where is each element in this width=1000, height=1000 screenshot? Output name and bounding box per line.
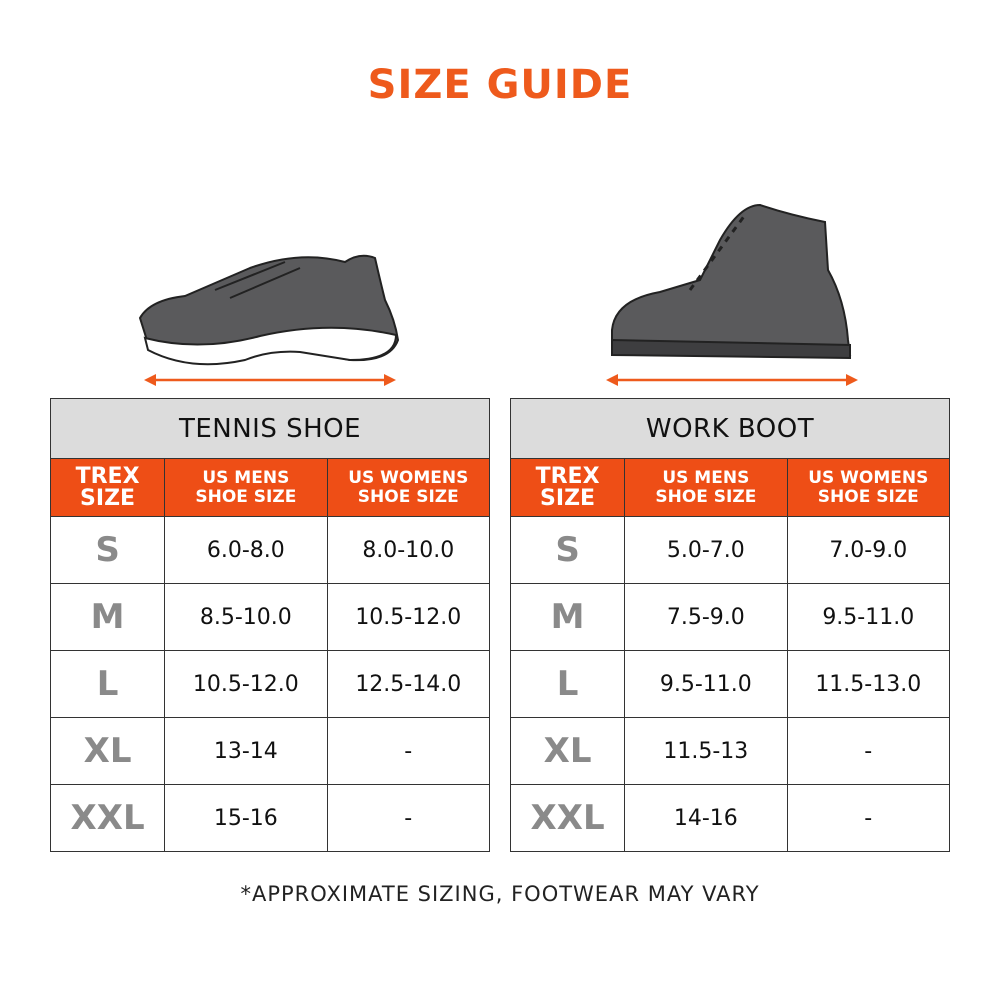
shoe-size: 5.0-7.0	[624, 516, 788, 584]
column-header: US WOMENS SHOE SIZE	[326, 458, 491, 517]
trex-size: L	[49, 650, 166, 718]
column-header: US WOMENS SHOE SIZE	[786, 458, 951, 517]
work-boot	[611, 203, 852, 360]
shoe-size: 11.5-13.0	[786, 650, 951, 718]
size-row: S 6.0-8.0 8.0-10.0	[49, 516, 491, 584]
header-line: US MENS	[202, 467, 290, 488]
shoe-size: -	[786, 717, 951, 785]
header-line: SIZE	[540, 485, 596, 511]
trex-size: M	[49, 583, 166, 651]
shoe-size: 7.5-9.0	[624, 583, 788, 651]
trex-size: XL	[509, 717, 626, 785]
column-header: TREX SIZE	[509, 458, 626, 517]
shoe-size: 9.5-11.0	[786, 583, 951, 651]
table-name: TENNIS SHOE	[50, 398, 490, 459]
header-row: TREX SIZE US MENS SHOE SIZE US WOMENS SHOE SI…	[509, 458, 951, 517]
shoe-size: 8.0-10.0	[326, 516, 491, 584]
size-table: TENNIS SHOE TREX SIZE US MENS SHOE SIZE US WO…	[49, 398, 491, 852]
shoe-size: 6.0-8.0	[164, 516, 328, 584]
header-line: TREX	[75, 463, 140, 489]
illustrations	[138, 203, 858, 386]
size-row: XL 13-14-	[49, 717, 491, 785]
header-line: SHOE SIZE	[655, 486, 757, 507]
shoe-size: 14-16	[624, 784, 788, 852]
trex-size: S	[509, 516, 626, 584]
trex-size: XXL	[49, 784, 166, 852]
header-line: SHOE SIZE	[195, 486, 297, 507]
size-row: S 5.0-7.0 7.0-9.0	[509, 516, 951, 584]
size-row: L 10.5-12.0 12.5-14.0	[49, 650, 491, 718]
header-line: SIZE	[80, 485, 136, 511]
shoe-size: 11.5-13	[624, 717, 788, 785]
trex-size: M	[509, 583, 626, 651]
shoe-size: -	[326, 717, 491, 785]
arrows	[144, 374, 858, 386]
size-row: M 7.5-9.0 9.5-11.0	[509, 583, 951, 651]
shoe-size: -	[786, 784, 951, 852]
size-row: XXL 15-16-	[49, 784, 491, 852]
trex-size: S	[49, 516, 166, 584]
shoe-size: 9.5-11.0	[624, 650, 788, 718]
title: SIZE GUIDE	[367, 62, 633, 108]
table-name-row: TENNIS SHOE	[50, 398, 490, 459]
trex-size: L	[509, 650, 626, 718]
column-header: TREX SIZE	[49, 458, 166, 517]
footnote: *APPROXIMATE SIZING, FOOTWEAR MAY VARY	[240, 882, 760, 906]
shoe-size: -	[326, 784, 491, 852]
shoe-size: 15-16	[164, 784, 328, 852]
size-row: L 9.5-11.0 11.5-13.0	[509, 650, 951, 718]
size-row: XL 11.5-13-	[509, 717, 951, 785]
header-line: US WOMENS	[808, 467, 929, 488]
size-row: M 8.5-10.0 10.5-12.0	[49, 583, 491, 651]
shoe-size: 10.5-12.0	[164, 650, 328, 718]
shoe-size: 7.0-9.0	[786, 516, 951, 584]
header-row: TREX SIZE US MENS SHOE SIZE US WOMENS SHOE SI…	[49, 458, 491, 517]
header-line: TREX	[535, 463, 600, 489]
table-name-row: WORK BOOT	[510, 398, 950, 459]
trex-size: XL	[49, 717, 166, 785]
shoe-size: 13-14	[164, 717, 328, 785]
header-line: US MENS	[662, 467, 750, 488]
header-line: SHOE SIZE	[357, 486, 459, 507]
size-row: XXL 14-16-	[509, 784, 951, 852]
shoe-size: 8.5-10.0	[164, 583, 328, 651]
column-header: US MENS SHOE SIZE	[164, 458, 328, 517]
size-table: WORK BOOT TREX SIZE US MENS SHOE SIZE US WOME…	[509, 398, 951, 852]
trex-size: XXL	[509, 784, 626, 852]
header-line: SHOE SIZE	[817, 486, 919, 507]
header-line: US WOMENS	[348, 467, 469, 488]
shoe-size: 12.5-14.0	[326, 650, 491, 718]
shoe-size: 10.5-12.0	[326, 583, 491, 651]
tennis-shoe	[138, 254, 400, 366]
column-header: US MENS SHOE SIZE	[624, 458, 788, 517]
table-name: WORK BOOT	[510, 398, 950, 459]
